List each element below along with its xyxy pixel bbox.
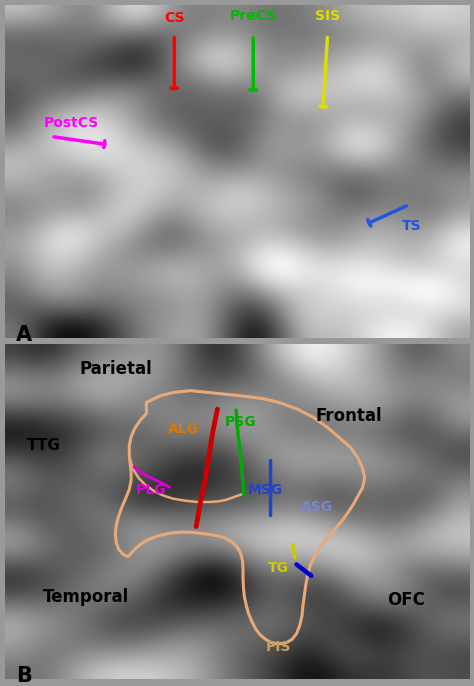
Text: PIS: PIS: [266, 640, 292, 654]
Text: B: B: [16, 665, 32, 686]
Text: TTG: TTG: [27, 438, 61, 453]
Text: Temporal: Temporal: [43, 588, 129, 606]
Text: Frontal: Frontal: [315, 407, 382, 425]
Text: OFC: OFC: [388, 591, 426, 609]
Text: ASG: ASG: [301, 500, 333, 514]
Text: ALG: ALG: [168, 422, 199, 436]
Text: Parietal: Parietal: [80, 360, 153, 378]
Text: PSG: PSG: [225, 414, 256, 429]
Text: PostCS: PostCS: [44, 116, 100, 130]
Text: PLG: PLG: [136, 483, 166, 497]
Text: TG: TG: [267, 560, 288, 575]
Text: SIS: SIS: [315, 9, 340, 23]
Text: MSG: MSG: [248, 483, 283, 497]
Text: TS: TS: [401, 220, 421, 233]
Text: CS: CS: [164, 11, 184, 25]
Text: PreCS: PreCS: [230, 9, 277, 23]
Text: A: A: [16, 325, 33, 345]
